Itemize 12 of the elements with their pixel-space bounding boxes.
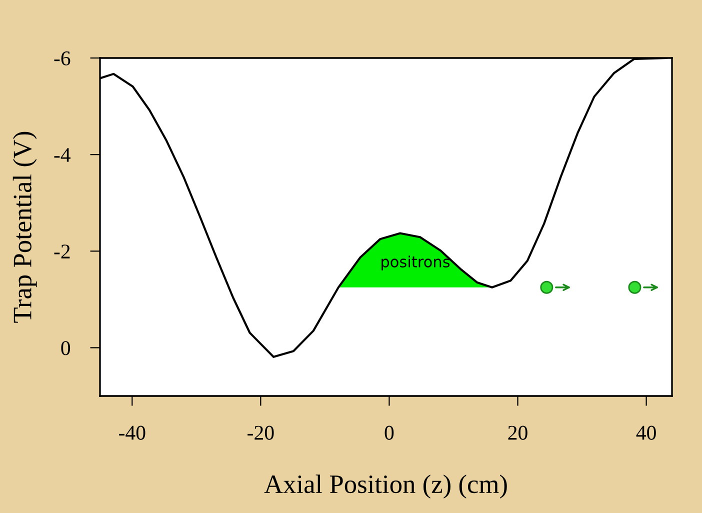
y-tick-label: 0 <box>61 341 70 356</box>
y-tick-label: -4 <box>54 148 71 162</box>
x-tick-label: 20 <box>508 426 528 440</box>
x-axis-title: Axial Position (z) (cm) <box>264 474 507 499</box>
x-tick-label: 0 <box>384 426 394 440</box>
y-tick-label: -2 <box>54 244 70 258</box>
x-tick-label: -20 <box>248 426 274 440</box>
x-tick-label: -40 <box>119 426 146 440</box>
y-axis-title: Trap Potential (V) <box>12 132 37 323</box>
x-tick-label: 40 <box>636 426 656 440</box>
y-tick-label: -6 <box>54 51 70 66</box>
annotation: positrons <box>382 256 450 270</box>
